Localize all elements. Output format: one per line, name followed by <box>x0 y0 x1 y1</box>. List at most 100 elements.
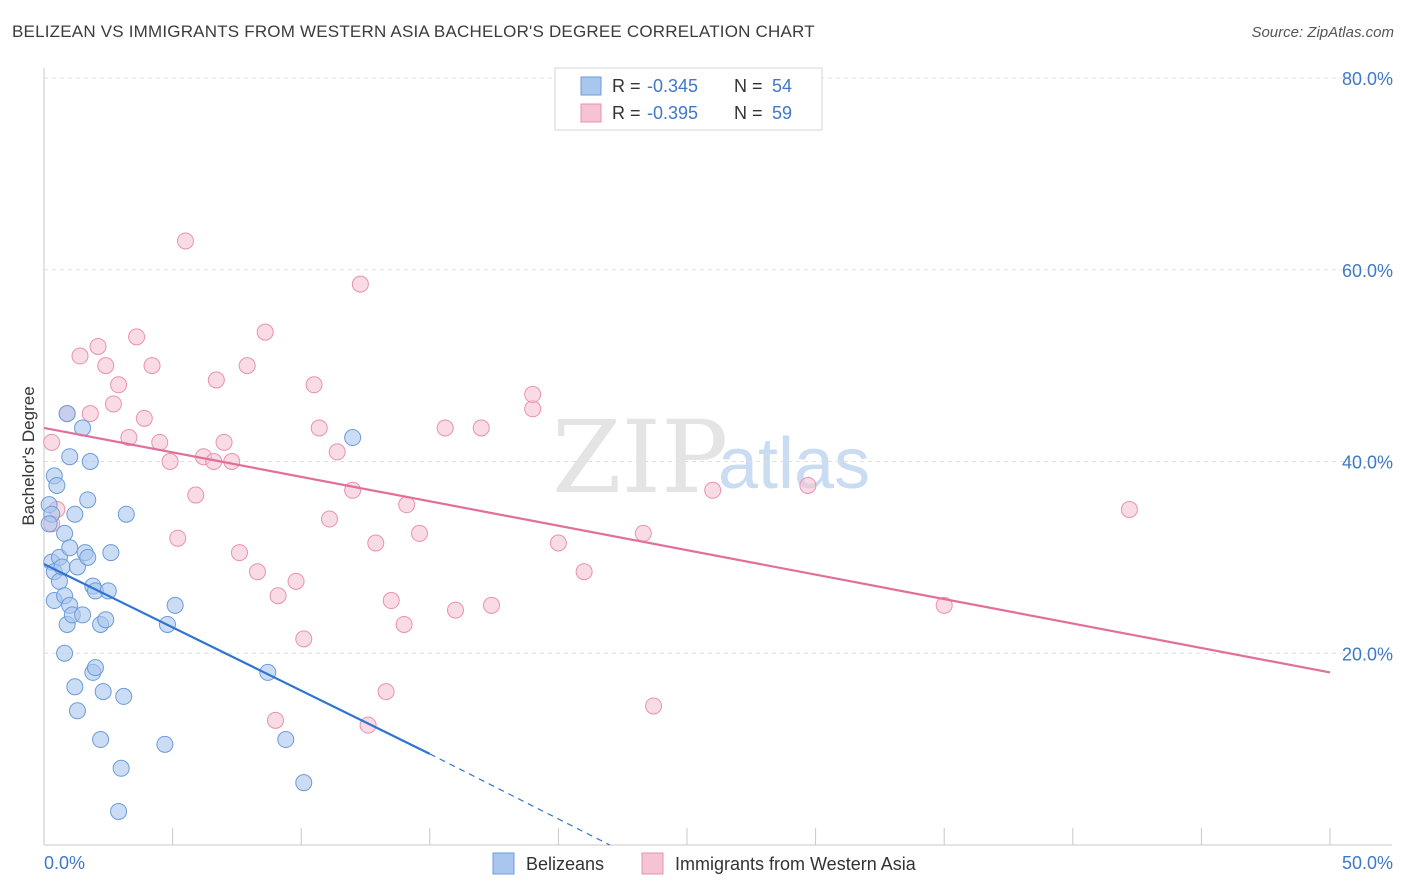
legend-n-value-pink: 59 <box>772 103 792 123</box>
series-belizeans <box>40 405 362 820</box>
immigrant-point-49 <box>524 400 542 418</box>
belizean-point-39 <box>112 759 130 777</box>
y-tick-label-20: 20.0% <box>1342 644 1393 664</box>
immigrant-point-28 <box>269 587 287 605</box>
immigrant-point-12 <box>135 409 153 427</box>
belizean-point-35 <box>94 683 112 701</box>
axes <box>43 68 1392 846</box>
legend-r-label-pink: R = <box>612 103 641 123</box>
trend-lines <box>43 426 1331 846</box>
immigrant-point-22 <box>215 433 233 451</box>
immigrant-point-25 <box>238 357 256 375</box>
immigrant-point-17 <box>176 232 194 250</box>
belizean-point-19 <box>66 505 84 523</box>
y-tick-label-80: 80.0% <box>1342 69 1393 89</box>
immigrant-point-31 <box>295 630 313 648</box>
immigrant-point-29 <box>266 711 284 729</box>
belizean-point-26 <box>79 491 97 509</box>
immigrant-point-27 <box>256 323 274 341</box>
legend-swatch-blue <box>580 76 602 96</box>
belizean-point-49 <box>344 429 362 447</box>
y-tick-labels: 20.0% 40.0% 60.0% 80.0% <box>1342 69 1393 664</box>
gridlines <box>44 77 1392 654</box>
legend-n-value-blue: 54 <box>772 76 792 96</box>
legend-r-label-blue: R = <box>612 76 641 96</box>
belizean-point-2 <box>40 515 58 533</box>
belizean-point-48 <box>295 774 313 792</box>
belizean-point-36 <box>97 611 115 629</box>
immigrant-point-6 <box>89 337 107 355</box>
belizean-point-47 <box>277 731 295 749</box>
y-tick-label-40: 40.0% <box>1342 453 1393 473</box>
immigrant-point-13 <box>143 357 161 375</box>
belizean-point-28 <box>81 453 99 470</box>
belizean-point-43 <box>156 735 174 753</box>
immigrant-point-7 <box>97 357 115 375</box>
immigrant-point-54 <box>645 697 663 715</box>
immigrant-point-40 <box>377 683 395 701</box>
immigrant-point-18 <box>187 486 205 504</box>
belizean-point-16 <box>61 448 79 466</box>
immigrant-point-55 <box>704 481 722 499</box>
immigrant-point-47 <box>472 419 490 437</box>
belizean-point-11 <box>56 524 74 542</box>
immigrant-point-45 <box>436 419 454 437</box>
trend-line-belizeans-extension <box>429 753 611 846</box>
immigrant-point-53 <box>634 524 652 542</box>
belizean-point-22 <box>68 702 86 720</box>
immigrant-point-11 <box>128 328 146 346</box>
source-label: Source: ZipAtlas.com <box>1251 24 1394 41</box>
series-legend: Belizeans Immigrants from Western Asia <box>492 852 917 875</box>
bottom-legend-swatch-immigrants <box>641 852 664 875</box>
trend-line-immigrants <box>43 426 1331 674</box>
belizean-point-42 <box>117 505 135 523</box>
legend-n-label-blue: N = <box>734 76 763 96</box>
immigrant-point-24 <box>230 544 248 562</box>
immigrant-point-58 <box>1120 500 1138 518</box>
immigrant-point-51 <box>549 534 567 552</box>
belizean-point-31 <box>86 659 104 677</box>
immigrant-point-56 <box>799 476 817 494</box>
x-tick-label-min: 0.0% <box>44 853 85 873</box>
immigrant-point-8 <box>104 395 122 413</box>
belizean-point-27 <box>79 548 97 566</box>
immigrant-point-37 <box>351 275 369 293</box>
immigrant-point-48 <box>483 596 501 614</box>
immigrant-point-30 <box>287 572 305 590</box>
chart-title: BELIZEAN VS IMMIGRANTS FROM WESTERN ASIA… <box>12 22 815 41</box>
trend-line-belizeans <box>43 563 431 755</box>
belizean-point-23 <box>74 606 92 624</box>
belizean-point-14 <box>56 644 74 662</box>
bottom-legend-label-belizeans: Belizeans <box>526 854 604 874</box>
immigrant-point-46 <box>447 601 465 619</box>
belizean-point-45 <box>166 596 184 614</box>
x-tick-label-max: 50.0% <box>1342 853 1393 873</box>
bottom-legend-swatch-belizeans <box>492 852 515 875</box>
immigrant-point-34 <box>320 510 338 528</box>
immigrant-point-10 <box>120 429 138 447</box>
immigrant-point-26 <box>248 563 266 581</box>
legend-swatch-pink <box>580 103 602 123</box>
legend-r-value-pink: -0.395 <box>647 103 698 123</box>
belizean-point-6 <box>48 476 66 494</box>
bottom-legend-label-immigrants: Immigrants from Western Asia <box>675 854 917 874</box>
y-tick-label-60: 60.0% <box>1342 261 1393 281</box>
belizean-point-20 <box>66 678 84 696</box>
stats-legend: R = -0.345 N = 54 R = -0.395 N = 59 <box>554 67 823 131</box>
immigrant-point-35 <box>328 443 346 461</box>
belizean-point-50 <box>58 405 76 423</box>
immigrant-point-44 <box>411 524 429 542</box>
immigrant-point-39 <box>367 534 385 552</box>
immigrant-point-32 <box>305 376 323 394</box>
immigrant-point-9 <box>110 376 128 394</box>
immigrant-point-33 <box>310 419 328 437</box>
y-axis-label: Bachelor's Degree <box>19 386 38 525</box>
immigrant-point-0 <box>43 433 61 451</box>
immigrant-point-52 <box>575 563 593 581</box>
belizean-point-34 <box>92 731 110 749</box>
immigrant-point-15 <box>161 453 179 470</box>
belizean-point-17 <box>61 539 79 557</box>
belizean-point-40 <box>110 802 128 820</box>
immigrant-point-50 <box>524 385 542 403</box>
